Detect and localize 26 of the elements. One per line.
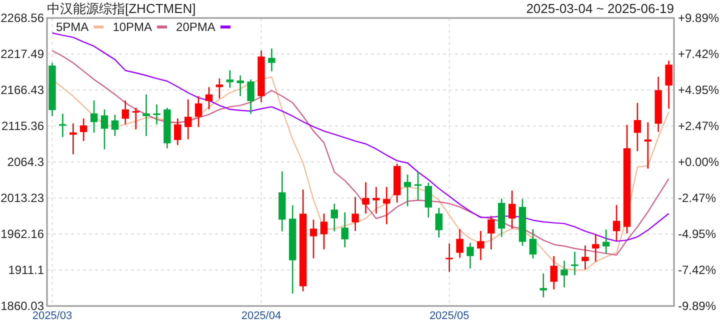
y-tick-label: 2217.49 xyxy=(0,47,44,62)
y-tick-label: 2064.3 xyxy=(7,154,44,169)
y2-tick-label: -4.95% xyxy=(678,227,716,242)
chart-title: 中汉能源综指[ZHCTMEN] xyxy=(47,1,196,16)
y-tick-label: 1911.1 xyxy=(8,262,44,277)
y-tick-label: 1962.16 xyxy=(0,227,44,241)
x-tick-label: 2025/03 xyxy=(32,310,72,320)
legend-label: 10PMA xyxy=(112,20,152,34)
y2-tick-label: -7.42% xyxy=(678,263,716,278)
y2-tick-label: +4.95% xyxy=(678,82,720,97)
legend-label: 20PMA xyxy=(176,20,216,34)
y2-tick-label: +0.00% xyxy=(678,155,720,169)
legend-label: 5PMA xyxy=(56,20,89,34)
y-tick-label: 2268.56 xyxy=(0,11,44,25)
y2-tick-label: -2.47% xyxy=(678,190,716,205)
y-tick-label: 2166.43 xyxy=(0,83,44,97)
y-tick-label: 2115.36 xyxy=(2,119,44,133)
y2-tick-label: +2.47% xyxy=(678,119,720,134)
y2-tick-label: +7.42% xyxy=(678,46,720,61)
y-tick-label: 1860.03 xyxy=(0,299,44,313)
y-tick-label: 2013.23 xyxy=(0,191,44,205)
x-tick-label: 2025/05 xyxy=(429,310,470,320)
x-tick-label: 2025/04 xyxy=(241,310,282,320)
y2-tick-label: -9.89% xyxy=(678,299,716,313)
y2-tick-label: +9.89% xyxy=(678,11,720,25)
chart-subtitle: 2025-03-04 ~ 2025-06-19 xyxy=(526,1,674,16)
